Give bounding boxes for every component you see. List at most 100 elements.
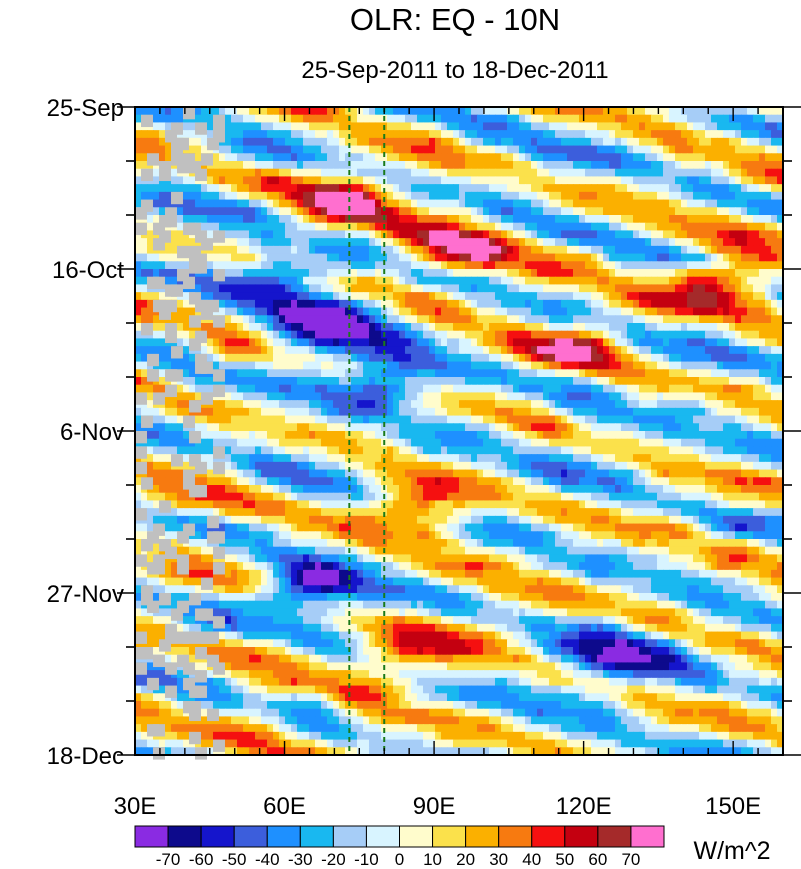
heatmap-cell xyxy=(297,400,304,409)
heatmap-cell xyxy=(687,130,694,139)
heatmap-cell xyxy=(567,423,574,432)
heatmap-cell xyxy=(369,446,376,455)
heatmap-cell xyxy=(363,454,370,463)
heatmap-cell xyxy=(351,199,358,208)
heatmap-cell xyxy=(237,377,244,386)
heatmap-cell xyxy=(705,423,712,432)
heatmap-cell xyxy=(537,230,544,239)
heatmap-cell xyxy=(597,176,604,185)
heatmap-cell xyxy=(765,284,772,293)
heatmap-cell xyxy=(243,284,250,293)
heatmap-cell xyxy=(711,161,718,170)
heatmap-cell xyxy=(471,245,478,255)
heatmap-cell xyxy=(537,323,544,332)
heatmap-cell xyxy=(363,415,370,424)
heatmap-cell xyxy=(441,330,448,340)
heatmap-cell xyxy=(723,261,730,270)
heatmap-cell xyxy=(735,438,742,448)
heatmap-cell xyxy=(687,191,694,201)
heatmap-cell xyxy=(663,353,670,363)
heatmap-cell xyxy=(429,114,436,124)
heatmap-cell xyxy=(357,230,364,239)
heatmap-cell xyxy=(441,315,448,324)
heatmap-cell xyxy=(453,454,460,463)
heatmap-cell xyxy=(165,400,172,409)
heatmap-cell xyxy=(573,137,580,147)
heatmap-cell xyxy=(567,353,574,363)
heatmap-cell xyxy=(531,338,538,347)
heatmap-cell xyxy=(345,245,352,255)
heatmap-cell xyxy=(309,415,316,424)
heatmap-cell xyxy=(369,431,376,440)
heatmap-cell xyxy=(471,161,478,170)
heatmap-cell xyxy=(693,431,700,440)
heatmap-cell xyxy=(687,222,694,232)
heatmap-cell xyxy=(621,292,628,301)
heatmap-cell xyxy=(147,346,154,355)
heatmap-cell xyxy=(357,238,364,247)
heatmap-cell xyxy=(321,431,328,440)
heatmap-cell xyxy=(147,338,154,347)
heatmap-cell xyxy=(351,176,358,185)
heatmap-cell xyxy=(225,369,232,378)
heatmap-cell xyxy=(537,261,544,270)
heatmap-cell xyxy=(351,122,358,131)
heatmap-cell xyxy=(507,338,514,347)
heatmap-cell xyxy=(489,299,496,309)
heatmap-cell xyxy=(705,245,712,255)
heatmap-cell xyxy=(771,276,778,286)
heatmap-cell xyxy=(657,199,664,208)
heatmap-cell xyxy=(465,292,472,301)
heatmap-cell xyxy=(567,153,574,162)
heatmap-cell xyxy=(231,454,238,463)
heatmap-cell xyxy=(333,431,340,440)
heatmap-cell xyxy=(303,361,310,370)
heatmap-cell xyxy=(381,253,388,262)
heatmap-cell xyxy=(417,107,424,116)
heatmap-cell xyxy=(465,230,472,239)
heatmap-cell xyxy=(279,384,286,394)
heatmap-cell xyxy=(531,261,538,270)
heatmap-cell xyxy=(765,315,772,324)
heatmap-cell xyxy=(375,377,382,386)
heatmap-cell xyxy=(381,207,388,216)
heatmap-cell xyxy=(489,161,496,170)
heatmap-cell xyxy=(717,377,724,386)
heatmap-cell xyxy=(453,400,460,409)
heatmap-cell xyxy=(441,114,448,124)
heatmap-cell xyxy=(735,191,742,201)
heatmap-cell xyxy=(537,369,544,378)
heatmap-cell xyxy=(591,330,598,340)
heatmap-cell xyxy=(255,122,262,131)
heatmap-cell xyxy=(345,431,352,440)
heatmap-cell xyxy=(273,153,280,162)
heatmap-cell xyxy=(375,315,382,324)
heatmap-cell xyxy=(285,222,292,232)
heatmap-cell xyxy=(225,222,232,232)
heatmap-cell xyxy=(489,407,496,417)
heatmap-cell xyxy=(207,446,214,455)
heatmap-cell xyxy=(645,215,652,224)
heatmap-cell xyxy=(315,199,322,208)
heatmap-cell xyxy=(693,446,700,455)
heatmap-cell xyxy=(435,415,442,424)
heatmap-cell xyxy=(417,276,424,286)
heatmap-cell xyxy=(357,338,364,347)
heatmap-cell xyxy=(267,361,274,370)
heatmap-cell xyxy=(207,284,214,293)
heatmap-cell xyxy=(417,361,424,370)
heatmap-cell xyxy=(249,431,256,440)
heatmap-cell xyxy=(507,307,514,316)
heatmap-cell xyxy=(699,261,706,270)
heatmap-cell xyxy=(717,438,724,448)
heatmap-cell xyxy=(711,145,718,154)
heatmap-cell xyxy=(441,431,448,440)
heatmap-cell xyxy=(771,292,778,301)
heatmap-cell xyxy=(729,199,736,208)
heatmap-cell xyxy=(657,207,664,216)
heatmap-cell xyxy=(243,114,250,124)
heatmap-cell xyxy=(495,315,502,324)
heatmap-cell xyxy=(501,176,508,185)
heatmap-cell xyxy=(435,245,442,255)
heatmap-cell xyxy=(387,299,394,309)
